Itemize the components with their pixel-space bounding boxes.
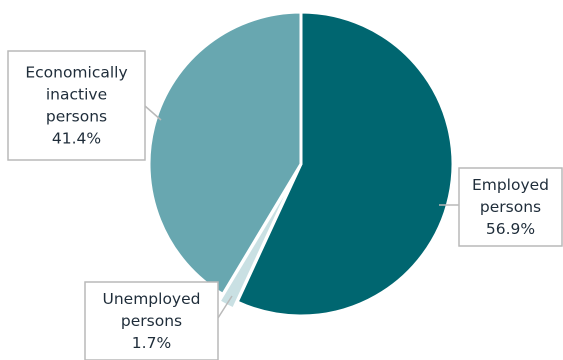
callout-leader-line [144, 105, 162, 121]
callout-employed-persons: Employed persons 56.9% [439, 167, 563, 247]
callout-leader-line [217, 295, 233, 319]
callout-category-label: persons [121, 312, 182, 330]
callout-category-label: inactive [46, 86, 107, 104]
callout-box [458, 167, 563, 247]
callout-value-label: 56.9% [486, 220, 535, 238]
callout-category-label: Employed [472, 176, 549, 194]
pie-slices [147, 10, 455, 318]
pie-callouts: Employed persons 56.9% Unemployed persons 1.7… [7, 50, 563, 360]
callout-box [84, 281, 219, 360]
callout-category-label: Unemployed [103, 290, 201, 308]
callout-box [7, 50, 146, 161]
callout-economically-inactive-persons: Economically inactive persons 41.4% [7, 50, 162, 161]
callout-category-label: persons [480, 198, 541, 216]
pie-slice-economically-inactive-persons [147, 10, 303, 296]
callout-value-label: 1.7% [132, 334, 171, 352]
pie-slice-employed-persons [235, 10, 455, 318]
callout-value-label: 41.4% [52, 130, 101, 148]
callout-category-label: persons [46, 108, 107, 126]
callout-unemployed-persons: Unemployed persons 1.7% [84, 281, 233, 360]
callout-category-label: Economically [25, 64, 127, 82]
